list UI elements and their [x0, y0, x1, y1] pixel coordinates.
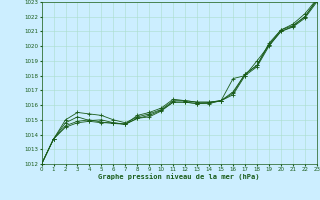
X-axis label: Graphe pression niveau de la mer (hPa): Graphe pression niveau de la mer (hPa) [99, 173, 260, 180]
